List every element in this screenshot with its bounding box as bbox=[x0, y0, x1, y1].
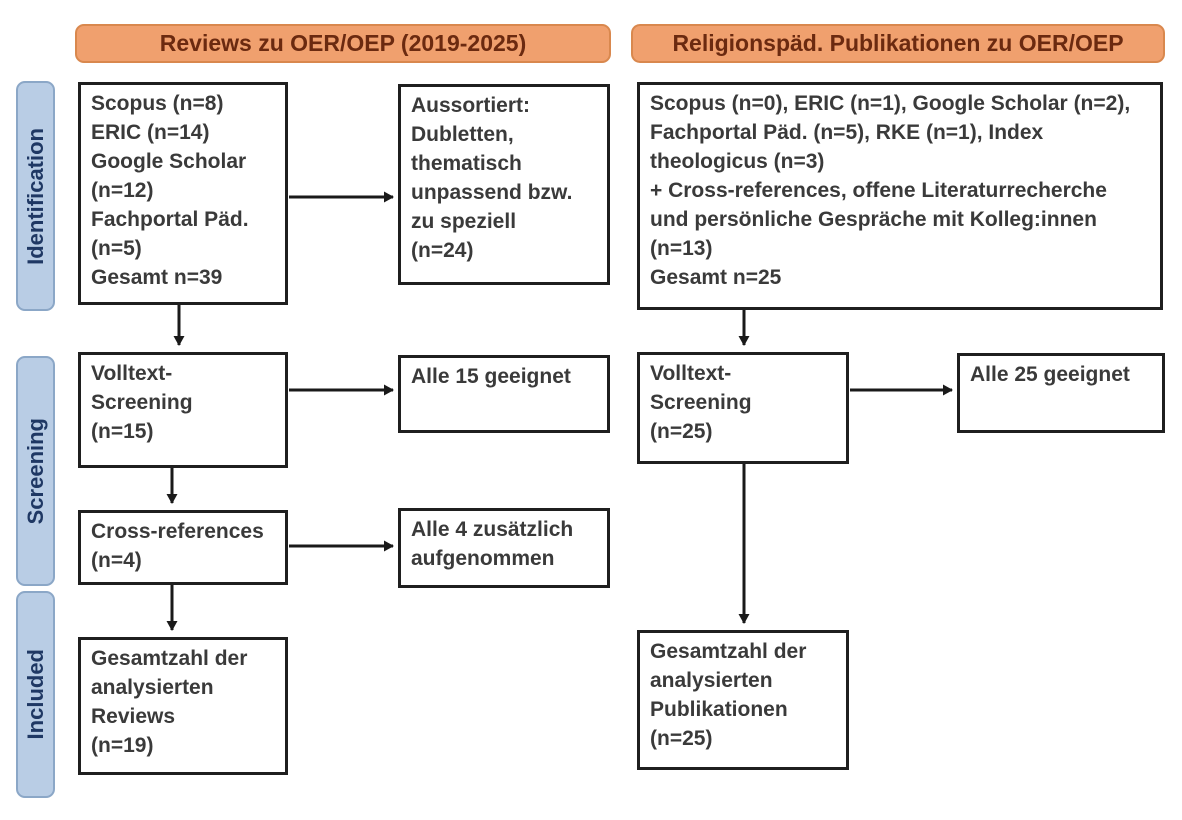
box-left-total-included: Gesamtzahl der analysierten Reviews (n=1… bbox=[78, 637, 288, 775]
box-left-cross-references-result: Alle 4 zusätzlich aufgenommen bbox=[398, 508, 610, 588]
stage-included: Included bbox=[16, 591, 55, 798]
header-reviews-label: Reviews zu OER/OEP (2019-2025) bbox=[159, 29, 527, 56]
stage-identification-label: Identification bbox=[22, 127, 48, 265]
header-religionspaed-label: Religionspäd. Publikationen zu OER/OEP bbox=[672, 29, 1124, 56]
box-left-fulltext-screening: Volltext- Screening (n=15) bbox=[78, 352, 288, 468]
stage-screening-label: Screening bbox=[22, 417, 48, 525]
box-right-fulltext-screening: Volltext- Screening (n=25) bbox=[637, 352, 849, 464]
header-religionspaed-column: Religionspäd. Publikationen zu OER/OEP bbox=[631, 24, 1165, 63]
box-right-fulltext-result: Alle 25 geeignet bbox=[957, 353, 1165, 433]
header-reviews-column: Reviews zu OER/OEP (2019-2025) bbox=[75, 24, 611, 63]
box-left-cross-references: Cross-references (n=4) bbox=[78, 510, 288, 585]
stage-included-label: Included bbox=[22, 649, 48, 740]
box-left-excluded: Aussortiert: Dubletten, thematisch unpas… bbox=[398, 84, 610, 285]
box-right-sources: Scopus (n=0), ERIC (n=1), Google Scholar… bbox=[637, 82, 1163, 310]
stage-screening: Screening bbox=[16, 356, 55, 586]
box-left-fulltext-result: Alle 15 geeignet bbox=[398, 355, 610, 433]
box-right-total-included: Gesamtzahl der analysierten Publikatione… bbox=[637, 630, 849, 770]
box-left-sources: Scopus (n=8) ERIC (n=14) Google Scholar … bbox=[78, 82, 288, 305]
stage-identification: Identification bbox=[16, 81, 55, 311]
